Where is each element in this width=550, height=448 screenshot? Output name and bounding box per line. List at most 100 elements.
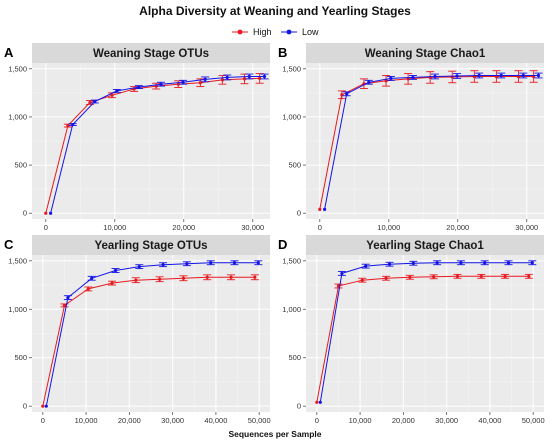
panel-title: Yearling Stage OTUs xyxy=(94,240,207,252)
y-tick-label: 0 xyxy=(297,209,301,218)
series-line-high xyxy=(316,275,529,403)
data-point-high xyxy=(315,400,319,404)
panel-letter: A xyxy=(4,45,14,60)
data-point-low xyxy=(459,261,463,265)
y-tick-label: 0 xyxy=(297,402,301,411)
data-point-low xyxy=(137,85,141,89)
data-point-high xyxy=(242,77,247,81)
legend: High Low xyxy=(232,27,319,37)
data-point-low xyxy=(66,296,70,300)
data-point-low xyxy=(530,261,534,265)
data-point-low xyxy=(340,271,344,276)
data-point-low xyxy=(318,400,322,404)
data-point-high xyxy=(455,274,460,278)
data-point-low xyxy=(185,262,189,266)
data-point-high xyxy=(181,276,186,280)
data-point-high xyxy=(503,274,507,278)
data-point-low xyxy=(536,73,541,78)
y-tick-label: 1,000 xyxy=(282,112,301,121)
data-point-low xyxy=(389,76,393,81)
data-point-low xyxy=(411,75,415,80)
data-point-high xyxy=(479,274,483,278)
panel-title: Yearling Stage Chao1 xyxy=(366,240,484,252)
data-point-low xyxy=(433,74,437,79)
y-tick-label: 0 xyxy=(23,209,27,218)
x-tick-label: 30,000 xyxy=(241,223,264,232)
legend-high-marker xyxy=(237,29,243,35)
data-point-low xyxy=(93,99,97,104)
x-tick-label: 20,000 xyxy=(118,416,141,425)
y-tick-label: 1,000 xyxy=(8,112,27,121)
y-tick-label: 1,000 xyxy=(282,305,301,314)
y-tick-label: 1,500 xyxy=(8,256,27,265)
data-point-low xyxy=(44,404,48,408)
panel-b: Weaning Stage Chao1 B 0 10,000 20,000 30,000 0… xyxy=(278,43,544,232)
series-line-low xyxy=(45,262,259,407)
y-tick-label: 500 xyxy=(288,161,301,170)
data-point-high xyxy=(432,275,436,279)
y-tick-label: 500 xyxy=(288,353,301,362)
data-point-high xyxy=(360,278,364,282)
data-point-low xyxy=(262,74,267,79)
data-point-low xyxy=(209,261,213,265)
data-point-high xyxy=(408,275,412,279)
panel-title: Weaning Stage Chao1 xyxy=(365,48,486,60)
panel-letter: C xyxy=(4,237,14,252)
x-tick-label: 0 xyxy=(318,223,322,232)
data-point-high xyxy=(62,303,67,307)
panel-title: Weaning Stage OTUs xyxy=(93,48,209,60)
panel-d: Yearling Stage Chao1 D 0 10,000 20,000 30,000… xyxy=(278,235,545,425)
data-point-high xyxy=(220,78,224,82)
data-point-high xyxy=(205,275,209,279)
data-point-high xyxy=(176,82,180,86)
data-point-low xyxy=(435,261,439,265)
data-point-low xyxy=(203,77,207,81)
x-tick-label: 0 xyxy=(315,416,319,425)
data-point-low xyxy=(483,261,487,265)
y-tick-label: 1,500 xyxy=(8,64,27,73)
x-tick-label: 30,000 xyxy=(515,223,538,232)
data-point-high xyxy=(44,211,48,215)
panel-strip xyxy=(32,235,270,255)
y-tick-label: 0 xyxy=(23,402,27,411)
data-point-high xyxy=(86,287,90,291)
x-tick-label: 50,000 xyxy=(522,416,545,425)
x-tick-label: 20,000 xyxy=(446,223,469,232)
data-point-high xyxy=(66,123,70,128)
panel-c: Yearling Stage OTUs C 0 10,000 20,000 30,000 4… xyxy=(4,235,271,425)
legend-high-label: High xyxy=(253,27,272,37)
panel-strip xyxy=(306,235,544,255)
data-point-low xyxy=(477,73,481,78)
panel-strip xyxy=(306,43,544,63)
data-point-low xyxy=(232,261,237,265)
data-point-low xyxy=(181,80,185,84)
data-point-low xyxy=(521,73,525,78)
data-point-low xyxy=(90,276,94,280)
data-point-high xyxy=(134,278,138,282)
x-tick-label: 10,000 xyxy=(349,416,372,425)
legend-low-label: Low xyxy=(302,27,319,37)
data-point-low xyxy=(411,261,415,265)
panel-a: Weaning Stage OTUs A 0 10,000 20,000 30,000 0 5… xyxy=(4,43,270,232)
data-point-low xyxy=(161,263,165,267)
data-point-high xyxy=(158,277,162,281)
data-point-low xyxy=(323,207,327,211)
x-tick-label: 10,000 xyxy=(103,223,126,232)
data-point-low xyxy=(71,123,75,127)
data-point-low xyxy=(113,268,118,273)
data-point-low xyxy=(247,74,251,79)
data-point-low xyxy=(455,74,459,78)
data-point-high xyxy=(527,274,531,278)
x-tick-label: 20,000 xyxy=(172,223,195,232)
data-point-high xyxy=(384,79,388,83)
x-tick-label: 0 xyxy=(44,223,48,232)
data-point-low xyxy=(345,92,349,96)
panel-letter: B xyxy=(278,45,287,60)
data-point-high xyxy=(384,276,388,280)
panel-strip xyxy=(32,43,270,63)
y-tick-label: 1,000 xyxy=(8,305,27,314)
series-line-low xyxy=(319,262,533,403)
x-tick-label: 40,000 xyxy=(478,416,501,425)
data-point-low xyxy=(364,264,368,268)
data-point-low xyxy=(137,265,141,269)
